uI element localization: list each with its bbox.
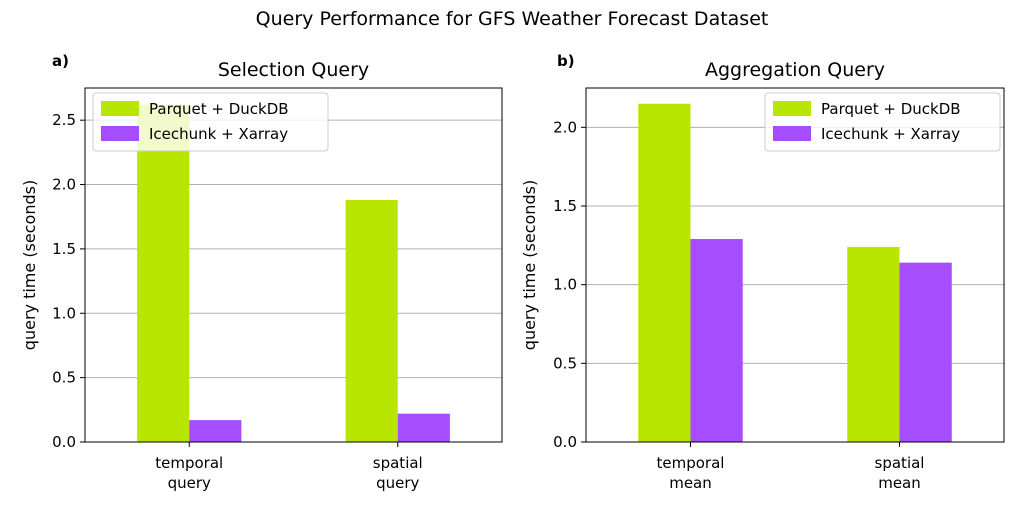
legend-entry: Parquet + DuckDB	[821, 100, 961, 118]
legend-frame	[92, 92, 329, 152]
y-tick-label: 0.0	[553, 433, 577, 451]
legend: Parquet + DuckDB Icechunk + Xarray	[92, 92, 329, 152]
legend: Parquet + DuckDB Icechunk + Xarray	[764, 92, 1001, 152]
y-tick-label: 1.0	[52, 304, 76, 322]
panel-a-selection-query: 0.0 0.5 1.0 1.5 2.0 2.5 temporal query spatial qu…	[20, 52, 503, 492]
x-tick-label: temporal	[155, 454, 223, 472]
bar-parquet-duckdb-0	[137, 104, 190, 442]
x-tick-label: query	[168, 474, 211, 492]
y-axis-label: query time (seconds)	[520, 180, 539, 350]
legend-entry: Icechunk + Xarray	[821, 125, 960, 143]
y-tick-label: 2.0	[553, 118, 577, 136]
bar-icechunk-xarray-1	[397, 413, 450, 442]
x-tick-label: spatial	[875, 454, 925, 472]
legend-swatch-parquet-duckdb	[773, 101, 811, 116]
chart-title: Selection Query	[218, 59, 369, 81]
x-tick-label: query	[376, 474, 419, 492]
y-axis-label: query time (seconds)	[20, 180, 39, 350]
legend-entry: Parquet + DuckDB	[149, 100, 289, 118]
y-tick-label: 2.5	[52, 111, 76, 129]
axes-frame	[585, 87, 1005, 443]
y-tick-label: 1.5	[52, 240, 76, 258]
legend-entry: Icechunk + Xarray	[149, 125, 288, 143]
legend-swatch-icechunk-xarray	[101, 126, 139, 141]
axes-frame	[84, 87, 503, 443]
y-tick-label: 1.5	[553, 197, 577, 215]
legend-swatch-parquet-duckdb	[101, 101, 139, 116]
bar-parquet-duckdb-0	[638, 103, 691, 442]
panel-label: b)	[557, 52, 575, 70]
legend-frame	[764, 92, 1001, 152]
y-tick-label: 2.0	[52, 176, 76, 194]
panel-b-aggregation-query: 0.0 0.5 1.0 1.5 2.0 temporal mean spatial mean Ag…	[520, 52, 1005, 492]
bar-parquet-duckdb-1	[847, 246, 900, 442]
x-tick-label: spatial	[373, 454, 423, 472]
x-tick-label: temporal	[657, 454, 725, 472]
x-tick-label: mean	[669, 474, 712, 492]
chart-title: Aggregation Query	[705, 59, 885, 81]
y-tick-label: 0.5	[553, 354, 577, 372]
y-tick-label: 1.0	[553, 276, 577, 294]
figure-title: Query Performance for GFS Weather Foreca…	[256, 8, 769, 30]
bar-icechunk-xarray-1	[899, 262, 952, 442]
legend-swatch-icechunk-xarray	[773, 126, 811, 141]
bar-icechunk-xarray-0	[690, 239, 743, 442]
bar-parquet-duckdb-1	[345, 199, 398, 442]
x-tick-label: mean	[878, 474, 921, 492]
y-tick-label: 0.5	[52, 369, 76, 387]
panel-label: a)	[52, 52, 69, 70]
bar-icechunk-xarray-0	[189, 420, 242, 442]
y-tick-label: 0.0	[52, 433, 76, 451]
